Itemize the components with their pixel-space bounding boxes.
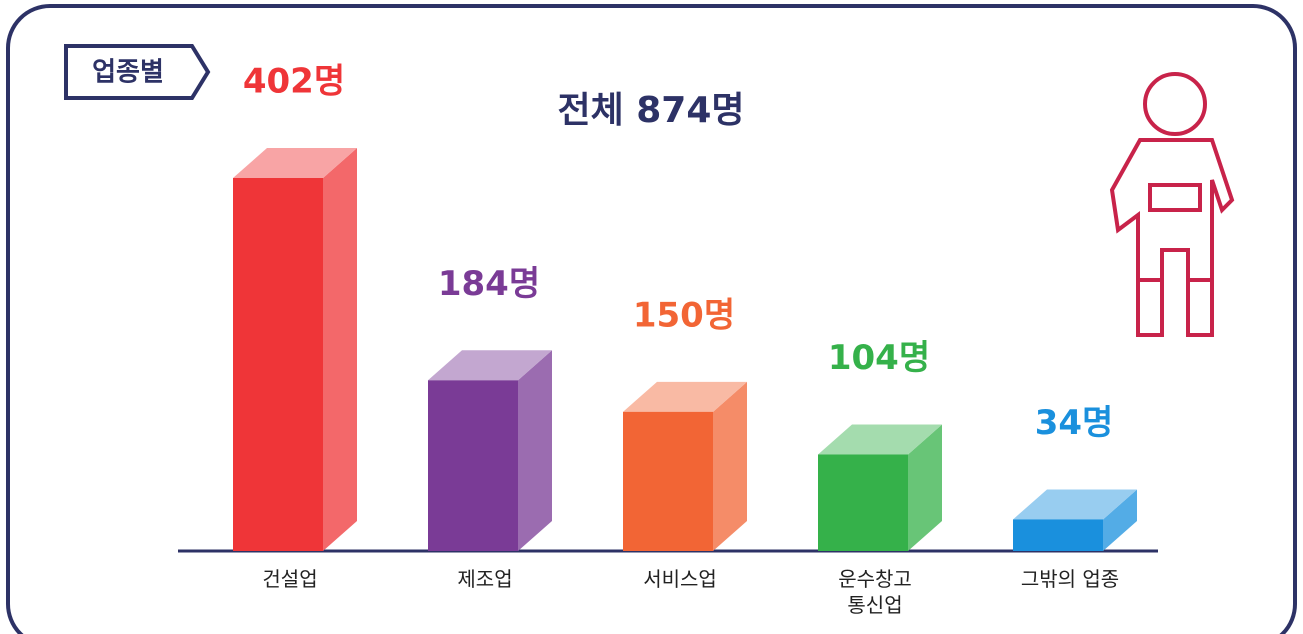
- category-label: 제조업: [457, 567, 513, 591]
- bar-side: [518, 350, 552, 551]
- bar: [818, 454, 908, 551]
- badge: 업종별: [92, 58, 164, 88]
- bar-side: [713, 381, 747, 551]
- bar-top: [428, 350, 552, 381]
- category-label: 운수창고 통신업: [838, 567, 912, 617]
- bar-side: [908, 424, 942, 551]
- bar: [233, 178, 323, 551]
- category-label: 서비스업: [643, 567, 717, 591]
- bar-top: [233, 148, 357, 178]
- bar-top: [623, 381, 747, 412]
- bar-top: [818, 424, 942, 455]
- bar: [623, 411, 713, 551]
- bar: [428, 380, 518, 551]
- value-label: 402명: [243, 62, 345, 102]
- bar-top: [1013, 489, 1137, 520]
- value-label: 150명: [633, 295, 735, 335]
- worker-icon: [1109, 72, 1235, 337]
- badge-shape: [64, 44, 211, 100]
- bar-side: [323, 148, 357, 551]
- bar: [1013, 519, 1103, 551]
- value-label: 184명: [438, 264, 540, 304]
- bar-side: [1103, 489, 1137, 551]
- chart-title: 전체 874명: [557, 90, 744, 131]
- value-label: 104명: [828, 338, 930, 378]
- category-label: 그밖의 업종: [1020, 567, 1120, 591]
- value-label: 34명: [1035, 403, 1114, 443]
- category-label: 건설업: [262, 567, 318, 591]
